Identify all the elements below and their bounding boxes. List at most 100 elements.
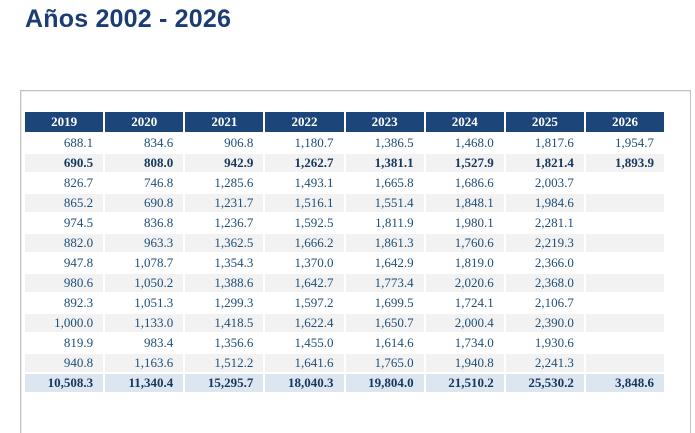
table-cell: 2,390.0 bbox=[505, 314, 584, 332]
table-cell: 690.5 bbox=[25, 154, 104, 172]
table-cell: 1,954.7 bbox=[585, 134, 664, 152]
table-cell: 1,980.1 bbox=[425, 214, 504, 232]
table-cell: 983.4 bbox=[105, 334, 184, 352]
table-row: 892.3 1,051.3 1,299.3 1,597.2 1,699.5 1,724.1… bbox=[25, 294, 664, 312]
table-cell: 2,000.4 bbox=[425, 314, 504, 332]
table-cell: 1,665.8 bbox=[345, 174, 424, 192]
header-row: 2019 2020 2021 2022 2023 2024 2025 2026 bbox=[25, 112, 664, 132]
table-cell bbox=[585, 234, 664, 252]
column-header: 2022 bbox=[265, 112, 344, 132]
table-row: 940.8 1,163.6 1,512.2 1,641.6 1,765.0 1,940.8… bbox=[25, 354, 664, 372]
table-cell: 906.8 bbox=[185, 134, 264, 152]
table-cell: 1,773.4 bbox=[345, 274, 424, 292]
table-cell bbox=[585, 314, 664, 332]
table-row: 947.8 1,078.7 1,354.3 1,370.0 1,642.9 1,819.0… bbox=[25, 254, 664, 272]
table-cell: 2,219.3 bbox=[505, 234, 584, 252]
table-cell: 21,510.2 bbox=[425, 374, 504, 392]
table-cell: 1,493.1 bbox=[265, 174, 344, 192]
table-cell: 963.3 bbox=[105, 234, 184, 252]
table-cell: 2,241.3 bbox=[505, 354, 584, 372]
table-cell: 834.6 bbox=[105, 134, 184, 152]
table-cell: 2,106.7 bbox=[505, 294, 584, 312]
table-cell: 1,362.5 bbox=[185, 234, 264, 252]
table-cell: 836.8 bbox=[105, 214, 184, 232]
table-cell: 1,940.8 bbox=[425, 354, 504, 372]
table-cell: 808.0 bbox=[105, 154, 184, 172]
table-cell: 1,817.6 bbox=[505, 134, 584, 152]
table-cell: 19,804.0 bbox=[345, 374, 424, 392]
table-cell: 1,848.1 bbox=[425, 194, 504, 212]
table-cell: 1,180.7 bbox=[265, 134, 344, 152]
page-title: Años 2002 - 2026 bbox=[25, 5, 232, 33]
table-cell: 980.6 bbox=[25, 274, 104, 292]
table-row: 882.0 963.3 1,362.5 1,666.2 1,861.3 1,760.6 2,… bbox=[25, 234, 664, 252]
table-cell: 1,000.0 bbox=[25, 314, 104, 332]
table-cell: 1,699.5 bbox=[345, 294, 424, 312]
table-cell bbox=[585, 194, 664, 212]
table-row: 980.6 1,050.2 1,388.6 1,642.7 1,773.4 2,020.6… bbox=[25, 274, 664, 292]
table-row: 865.2 690.8 1,231.7 1,516.1 1,551.4 1,848.1 1,… bbox=[25, 194, 664, 212]
table-row: 826.7 746.8 1,285.6 1,493.1 1,665.8 1,686.6 2,… bbox=[25, 174, 664, 192]
table-cell: 1,650.7 bbox=[345, 314, 424, 332]
table-cell: 1,051.3 bbox=[105, 294, 184, 312]
table-cell: 1,299.3 bbox=[185, 294, 264, 312]
table-cell: 15,295.7 bbox=[185, 374, 264, 392]
table-cell: 1,765.0 bbox=[345, 354, 424, 372]
column-header: 2023 bbox=[345, 112, 424, 132]
table-cell: 1,370.0 bbox=[265, 254, 344, 272]
table-row: 819.9 983.4 1,356.6 1,455.0 1,614.6 1,734.0 1,… bbox=[25, 334, 664, 352]
table-cell: 1,861.3 bbox=[345, 234, 424, 252]
table-cell: 1,078.7 bbox=[105, 254, 184, 272]
column-header: 2020 bbox=[105, 112, 184, 132]
table-cell: 865.2 bbox=[25, 194, 104, 212]
column-header: 2019 bbox=[25, 112, 104, 132]
table-cell: 1,760.6 bbox=[425, 234, 504, 252]
table-cell bbox=[585, 174, 664, 192]
table-cell: 18,040.3 bbox=[265, 374, 344, 392]
table-cell: 25,530.2 bbox=[505, 374, 584, 392]
table-cell: 1,133.0 bbox=[105, 314, 184, 332]
table-cell: 1,163.6 bbox=[105, 354, 184, 372]
table-cell: 1,821.4 bbox=[505, 154, 584, 172]
table-body: 688.1 834.6 906.8 1,180.7 1,386.5 1,468.0 1,81… bbox=[25, 134, 664, 392]
column-header: 2024 bbox=[425, 112, 504, 132]
table-cell: 819.9 bbox=[25, 334, 104, 352]
table-cell: 882.0 bbox=[25, 234, 104, 252]
table-panel: 2019 2020 2021 2022 2023 2024 2025 2026 688.1 83… bbox=[20, 90, 691, 433]
table-cell: 1,984.6 bbox=[505, 194, 584, 212]
table-cell: 974.5 bbox=[25, 214, 104, 232]
column-header: 2026 bbox=[585, 112, 664, 132]
table-cell: 942.9 bbox=[185, 154, 264, 172]
table-cell: 1,893.9 bbox=[585, 154, 664, 172]
table-cell: 1,386.5 bbox=[345, 134, 424, 152]
table-cell: 1,666.2 bbox=[265, 234, 344, 252]
table-cell: 3,848.6 bbox=[585, 374, 664, 392]
table-cell bbox=[585, 354, 664, 372]
table-cell: 1,686.6 bbox=[425, 174, 504, 192]
table-cell: 1,642.9 bbox=[345, 254, 424, 272]
table-cell: 10,508.3 bbox=[25, 374, 104, 392]
table-cell: 2,003.7 bbox=[505, 174, 584, 192]
table-cell: 1,455.0 bbox=[265, 334, 344, 352]
table-cell: 2,281.1 bbox=[505, 214, 584, 232]
table-cell: 1,512.2 bbox=[185, 354, 264, 372]
table-cell: 1,641.6 bbox=[265, 354, 344, 372]
table-cell: 1,734.0 bbox=[425, 334, 504, 352]
total-row: 10,508.3 11,340.4 15,295.7 18,040.3 19,804.0… bbox=[25, 374, 664, 392]
table-row: 690.5 808.0 942.9 1,262.7 1,381.1 1,527.9 1,82… bbox=[25, 154, 664, 172]
table-cell: 1,050.2 bbox=[105, 274, 184, 292]
table-cell: 746.8 bbox=[105, 174, 184, 192]
table-cell: 892.3 bbox=[25, 294, 104, 312]
table-cell: 1,622.4 bbox=[265, 314, 344, 332]
table-row: 1,000.0 1,133.0 1,418.5 1,622.4 1,650.7 2,000… bbox=[25, 314, 664, 332]
table-cell bbox=[585, 294, 664, 312]
table-cell bbox=[585, 334, 664, 352]
table-cell bbox=[585, 214, 664, 232]
table-row: 688.1 834.6 906.8 1,180.7 1,386.5 1,468.0 1,81… bbox=[25, 134, 664, 152]
table-cell: 11,340.4 bbox=[105, 374, 184, 392]
table-cell: 1,356.6 bbox=[185, 334, 264, 352]
table-cell: 1,551.4 bbox=[345, 194, 424, 212]
table-cell: 1,642.7 bbox=[265, 274, 344, 292]
table-cell: 1,388.6 bbox=[185, 274, 264, 292]
table-cell: 1,236.7 bbox=[185, 214, 264, 232]
